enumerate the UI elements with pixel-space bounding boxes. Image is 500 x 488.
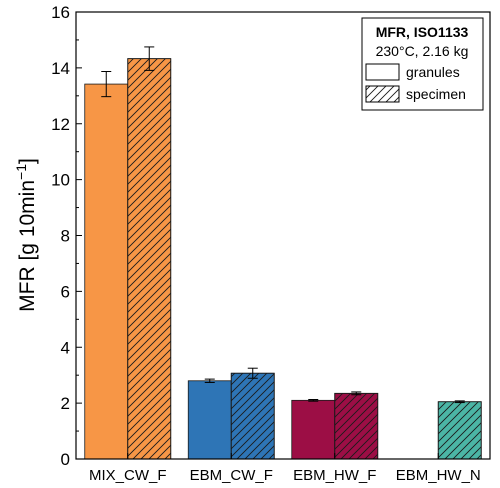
legend-subtitle: 230°C, 2.16 kg — [376, 43, 469, 59]
bar-hatch-mix_cw_f — [127, 58, 172, 460]
legend-label-granules: granules — [406, 64, 460, 80]
bar-ebm_cw_f-granules — [187, 380, 232, 460]
x-tick-label-ebm_hw_n: EBM_HW_N — [396, 467, 481, 484]
y-tick-label: 0 — [61, 450, 70, 469]
x-axis: MIX_CW_F EBM_CW_F EBM_HW_F EBM_HW_N — [89, 453, 481, 484]
x-tick-label-ebm_hw_f: EBM_HW_F — [293, 467, 376, 484]
legend-label-specimen: specimen — [406, 86, 466, 102]
error-bars-layer — [101, 46, 465, 404]
y-tick-label: 14 — [51, 59, 70, 78]
bar-mix_cw_f-granules — [84, 83, 129, 460]
y-tick-label: 12 — [51, 115, 70, 134]
bar-ebm_hw_f-granules — [291, 399, 336, 460]
legend-title: MFR, ISO1133 — [376, 24, 469, 40]
bar-hatch-ebm_hw_n — [437, 401, 482, 460]
legend-swatch-granules — [365, 63, 400, 81]
x-tick-label-ebm_cw_f: EBM_CW_F — [190, 467, 273, 484]
y-tick-label: 16 — [51, 3, 70, 22]
y-tick-label: 2 — [61, 394, 70, 413]
x-tick-label-mix_cw_f: MIX_CW_F — [89, 467, 167, 484]
y-tick-label: 4 — [61, 338, 70, 357]
y-tick-label: 6 — [61, 282, 70, 301]
y-tick-label: 10 — [51, 171, 70, 190]
bar-hatch-ebm_hw_f — [334, 392, 379, 460]
bars-layer — [84, 58, 482, 460]
y-tick-label: 8 — [61, 227, 70, 246]
bar-hatch-ebm_cw_f — [230, 372, 275, 460]
y-axis-label: MFR [g 10min−1] — [13, 158, 39, 312]
legend-swatch-specimen — [365, 85, 400, 103]
y-axis: 0 2 4 6 8 10 12 14 16 — [51, 3, 82, 469]
legend: MFR, ISO1133 230°C, 2.16 kg granules spe… — [361, 17, 484, 111]
